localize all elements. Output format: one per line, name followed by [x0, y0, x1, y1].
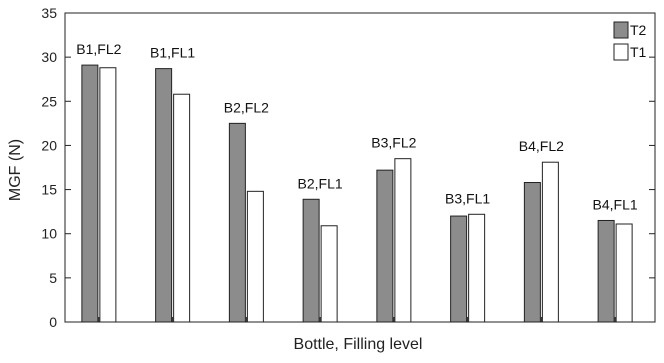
bar-t1-3 — [320, 225, 338, 323]
y-tick-label: 5 — [49, 270, 57, 286]
y-tick-label: 25 — [41, 93, 57, 109]
y-tick-label: 0 — [49, 314, 57, 330]
y-axis-label: MGF (N) — [7, 139, 24, 201]
category-label: B3,FL1 — [445, 190, 490, 206]
category-label: B2,FL1 — [298, 175, 343, 191]
legend-swatch-t1 — [613, 43, 629, 61]
category-label: B1,FL2 — [76, 41, 121, 57]
bar-t2-4 — [376, 169, 394, 323]
legend-swatch-t2 — [613, 21, 629, 39]
category-label: B4,FL2 — [519, 138, 564, 154]
bar-t2-2 — [228, 122, 246, 323]
bar-t2-6 — [523, 182, 541, 323]
bar-t2-5 — [450, 215, 468, 323]
bar-t2-3 — [302, 198, 320, 323]
x-axis-label: Bottle, Filling level — [294, 336, 423, 353]
category-label: B3,FL2 — [371, 135, 416, 151]
category-labels: B1,FL2 B1,FL1 B2,FL2 B2,FL1 B3,FL2 B3,FL1 B4,F… — [76, 41, 638, 212]
y-tick-label: 30 — [41, 49, 57, 65]
bar-t2-0 — [81, 64, 99, 323]
legend-label-t1: T1 — [630, 44, 647, 60]
bars — [81, 64, 633, 323]
bar-t1-4 — [394, 158, 412, 323]
bar-t1-1 — [173, 93, 191, 323]
bar-t1-7 — [615, 223, 633, 323]
category-label: B4,FL1 — [593, 196, 638, 212]
bar-t1-2 — [246, 190, 264, 323]
bar-t1-5 — [468, 213, 486, 323]
bar-t1-6 — [541, 161, 559, 323]
bar-t1-0 — [99, 67, 117, 323]
plot-area — [64, 12, 656, 323]
plot-frame — [64, 12, 656, 323]
y-tick-label: 35 — [41, 5, 57, 21]
bar-t2-7 — [597, 219, 615, 323]
y-axis-ticks: 0 5 10 15 20 25 30 35 — [41, 5, 655, 330]
bar-t2-1 — [155, 68, 173, 323]
legend-label-t2: T2 — [630, 22, 647, 38]
y-tick-label: 15 — [41, 182, 57, 198]
y-tick-label: 10 — [41, 226, 57, 242]
category-label: B2,FL2 — [224, 99, 269, 115]
y-tick-label: 20 — [41, 137, 57, 153]
category-label: B1,FL1 — [150, 45, 195, 61]
